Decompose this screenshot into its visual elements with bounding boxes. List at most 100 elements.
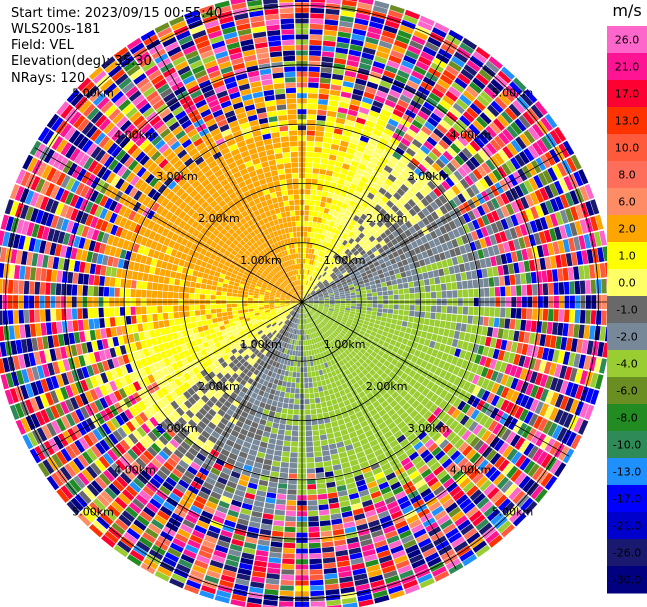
gate-cell — [324, 578, 339, 585]
gate-cell — [407, 175, 417, 185]
gate-cell — [299, 335, 301, 341]
gate-cell — [355, 210, 363, 218]
gate-cell — [470, 363, 479, 374]
gate-cell — [311, 227, 316, 233]
gate-cell — [389, 258, 397, 265]
gate-cell — [553, 282, 559, 295]
gate-cell — [347, 260, 354, 266]
gate-cell — [413, 223, 421, 232]
gate-cell — [326, 164, 335, 171]
gate-cell — [302, 285, 304, 291]
gate-cell — [579, 370, 588, 385]
gate-cell — [492, 327, 499, 338]
gate-cell — [314, 397, 321, 404]
gate-cell — [502, 329, 509, 340]
gate-cell — [407, 321, 413, 329]
gate-cell — [537, 283, 543, 296]
gate-cell — [457, 135, 469, 147]
gate-cell — [341, 269, 347, 274]
gate-cell — [473, 152, 485, 165]
gate-cell — [392, 222, 400, 230]
gate-cell — [479, 414, 489, 426]
gate-cell — [485, 125, 497, 138]
gate-cell — [313, 278, 318, 284]
gate-cell — [549, 182, 559, 197]
gate-cell — [372, 128, 383, 137]
gate-cell — [465, 271, 472, 280]
gate-cell — [303, 302, 308, 304]
gate-cell — [287, 489, 297, 495]
gate-cell — [303, 351, 307, 357]
gate-cell — [338, 145, 348, 153]
gate-cell — [325, 427, 333, 434]
gate-cell — [324, 465, 333, 472]
gate-cell — [429, 132, 441, 143]
gate-cell — [271, 400, 278, 407]
gate-cell — [445, 177, 455, 188]
gate-cell — [383, 70, 396, 79]
gate-cell — [532, 123, 545, 138]
gate-cell — [547, 167, 558, 182]
gate-cell — [316, 222, 321, 229]
gate-cell — [441, 259, 448, 268]
gate-cell — [536, 346, 544, 359]
gate-cell — [331, 227, 337, 234]
gate-cell — [553, 309, 559, 322]
gate-cell — [305, 414, 311, 421]
gate-cell — [585, 388, 595, 403]
gate-cell — [505, 190, 515, 203]
gate-cell — [435, 386, 444, 396]
gate-cell — [317, 493, 328, 500]
gate-cell — [448, 395, 458, 405]
gate-cell — [425, 41, 440, 52]
gate-cell — [330, 513, 342, 520]
gate-cell — [351, 297, 357, 301]
gate-cell — [527, 145, 539, 159]
gate-cell — [338, 250, 344, 257]
gate-cell — [313, 304, 319, 307]
gate-cell — [357, 112, 368, 120]
gate-cell — [476, 388, 486, 399]
gate-cell — [355, 312, 361, 316]
gate-cell — [404, 375, 413, 384]
gate-cell — [489, 234, 497, 246]
gate-cell — [391, 204, 400, 213]
gate-cell — [399, 304, 405, 310]
gate-cell — [421, 345, 429, 353]
gate-cell — [392, 251, 399, 258]
gate-cell — [368, 242, 375, 250]
gate-cell — [420, 235, 428, 244]
gate-cell — [326, 0, 341, 5]
gate-cell — [338, 26, 352, 34]
gate-cell — [302, 297, 307, 302]
gate-cell — [430, 305, 437, 313]
gate-cell — [424, 257, 431, 265]
gate-cell — [324, 297, 330, 299]
gate-cell — [530, 320, 537, 333]
gate-cell — [434, 143, 446, 154]
gate-cell — [329, 307, 335, 310]
gate-cell — [504, 275, 511, 286]
gate-cell — [485, 433, 496, 445]
gate-cell — [389, 156, 399, 165]
gate-cell — [324, 175, 332, 182]
gate-cell — [459, 115, 471, 127]
gate-cell — [559, 395, 570, 410]
gate-cell — [419, 286, 426, 293]
gate-cell — [270, 405, 277, 412]
gate-cell — [532, 308, 538, 320]
gate-cell — [472, 343, 480, 354]
gate-cell — [446, 258, 454, 267]
gate-cell — [345, 276, 351, 281]
gate-cell — [327, 255, 333, 262]
gate-cell — [353, 83, 366, 91]
gate-cell — [326, 261, 332, 268]
gate-cell — [357, 277, 363, 282]
gate-cell — [558, 178, 569, 193]
gate-cell — [442, 150, 454, 162]
gate-cell — [303, 302, 308, 304]
gate-cell — [365, 239, 372, 246]
gate-cell — [409, 378, 417, 387]
gate-cell — [303, 253, 306, 259]
gate-cell — [400, 326, 407, 333]
